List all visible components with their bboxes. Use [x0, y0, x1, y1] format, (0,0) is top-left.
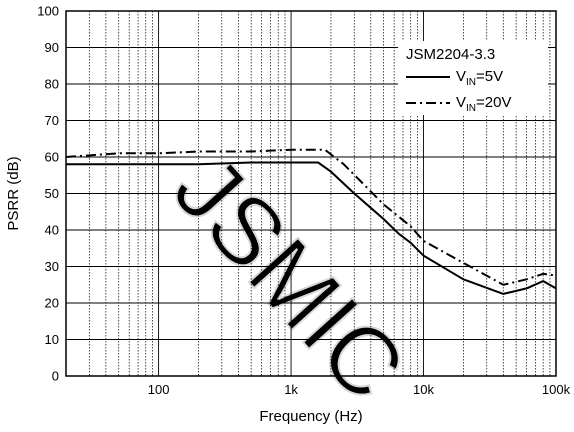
x-tick-label: 10k [413, 382, 434, 397]
y-tick-label: 30 [45, 259, 59, 274]
y-tick-label: 90 [45, 40, 59, 55]
y-tick-label: 10 [45, 332, 59, 347]
x-tick-label: 1k [284, 382, 298, 397]
y-tick-label: 20 [45, 296, 59, 311]
legend-entry-label: VIN=20V [456, 94, 511, 114]
grid [66, 11, 556, 376]
tick-labels: 0 10 20 30 40 50 60 70 80 90 100 100 1k 10k 100k [37, 4, 570, 398]
y-tick-label: 70 [45, 113, 59, 128]
legend-entry-label: VIN=5V [456, 68, 503, 88]
plot-frame [65, 10, 557, 377]
x-tick-label: 100k [542, 382, 571, 397]
series-group [65, 148, 557, 295]
watermark-text: JSMIC [153, 135, 425, 421]
y-tick-label: 0 [52, 369, 59, 384]
y-tick-label: 100 [37, 4, 59, 19]
series-line-1 [66, 161, 557, 295]
watermark: JSMIC [152, 134, 426, 422]
x-axis-label: Frequency (Hz) [259, 408, 362, 425]
y-axis-label: PSRR (dB) [5, 156, 22, 230]
x-tick-label: 100 [148, 382, 170, 397]
y-tick-label: 60 [45, 150, 59, 165]
y-tick-label: 40 [45, 223, 59, 238]
y-tick-label: 80 [45, 77, 59, 92]
legend: JSM2204-3.3 VIN=5V VIN=20V [398, 41, 548, 115]
legend-title: JSM2204-3.3 [406, 46, 495, 63]
y-tick-label: 50 [45, 186, 59, 201]
